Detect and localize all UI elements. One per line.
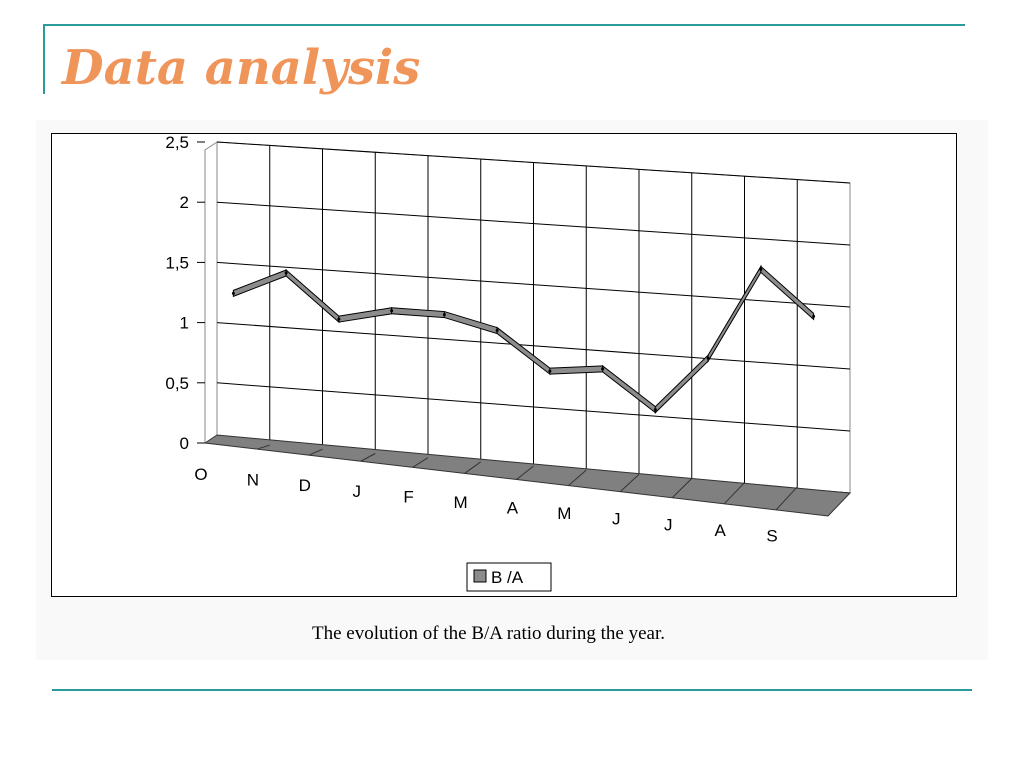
data-point-j [390,309,394,313]
data-point-o [231,291,235,295]
floor-divider [775,486,798,511]
data-point-a [759,267,763,271]
data-point-n [284,271,288,275]
top-rule [43,24,965,26]
floor-divider [516,465,534,480]
series-segment [443,310,498,335]
x-axis-ticks: O N D J F M A M J J A S [194,465,777,545]
floor-divider [360,453,376,462]
slide-title: Data analysis [62,40,421,96]
data-point-m [601,367,605,371]
series-segment [602,364,656,414]
series-segment [232,269,287,298]
series-segment [338,307,393,323]
y-tick-label: 2 [180,193,189,212]
legend-label: B /A [491,568,524,587]
y-tick-label: 2,5 [165,133,189,152]
data-point-m [495,329,499,333]
floor-divider [412,457,429,468]
y-tick-label: 0 [180,434,189,453]
y-tick-label: 1 [180,314,189,333]
bottom-rule [52,689,972,691]
floor-divider [464,461,482,474]
series-segment [549,365,604,375]
chart-floor [203,434,852,517]
data-point-d [337,317,341,321]
series-segment [285,268,340,324]
floor-divider [568,469,587,486]
x-tick-label: M [453,493,467,512]
grid-line-horizontal [216,201,851,246]
data-point-j [706,356,710,360]
grid-line-horizontal [216,382,851,432]
y-tick-label: 1,5 [165,253,189,272]
series-segment [760,265,815,321]
x-tick-label: F [403,487,413,506]
grid-line-horizontal [216,141,851,184]
x-tick-label: D [299,476,311,495]
floor-divider [671,478,693,499]
data-point-a [548,369,552,373]
x-tick-label: O [194,465,207,484]
series-segment [707,264,762,363]
floor-divider [256,444,270,450]
left-rule [43,24,45,94]
figure-caption: The evolution of the B/A ratio during th… [312,623,666,644]
floor-divider [723,482,745,505]
data-point-j [653,408,657,412]
grid-line-horizontal [216,322,851,370]
series-segment [654,353,709,414]
x-tick-label: M [557,504,571,523]
x-tick-label: J [664,515,673,534]
floor-divider [619,473,640,493]
y-tick-label: 0,5 [165,374,189,393]
chart-legend: B /A [466,562,552,592]
floor-divider [308,448,323,456]
side-wall [204,141,218,444]
legend-swatch [473,569,487,583]
series-segment [391,307,445,319]
x-tick-label: A [714,521,726,540]
x-tick-label: S [766,526,777,545]
data-point-f [442,313,446,317]
x-tick-label: J [352,482,361,501]
chart-grid [204,141,851,494]
y-axis-ticks: 0 0,5 1 1,5 2 2,5 [165,133,205,453]
x-tick-label: N [247,471,259,490]
chart-frame [51,133,957,597]
x-tick-label: A [507,499,519,518]
data-point-s [812,314,816,318]
series-segment [496,326,551,376]
x-tick-label: J [612,510,621,529]
chart-series [231,264,816,414]
